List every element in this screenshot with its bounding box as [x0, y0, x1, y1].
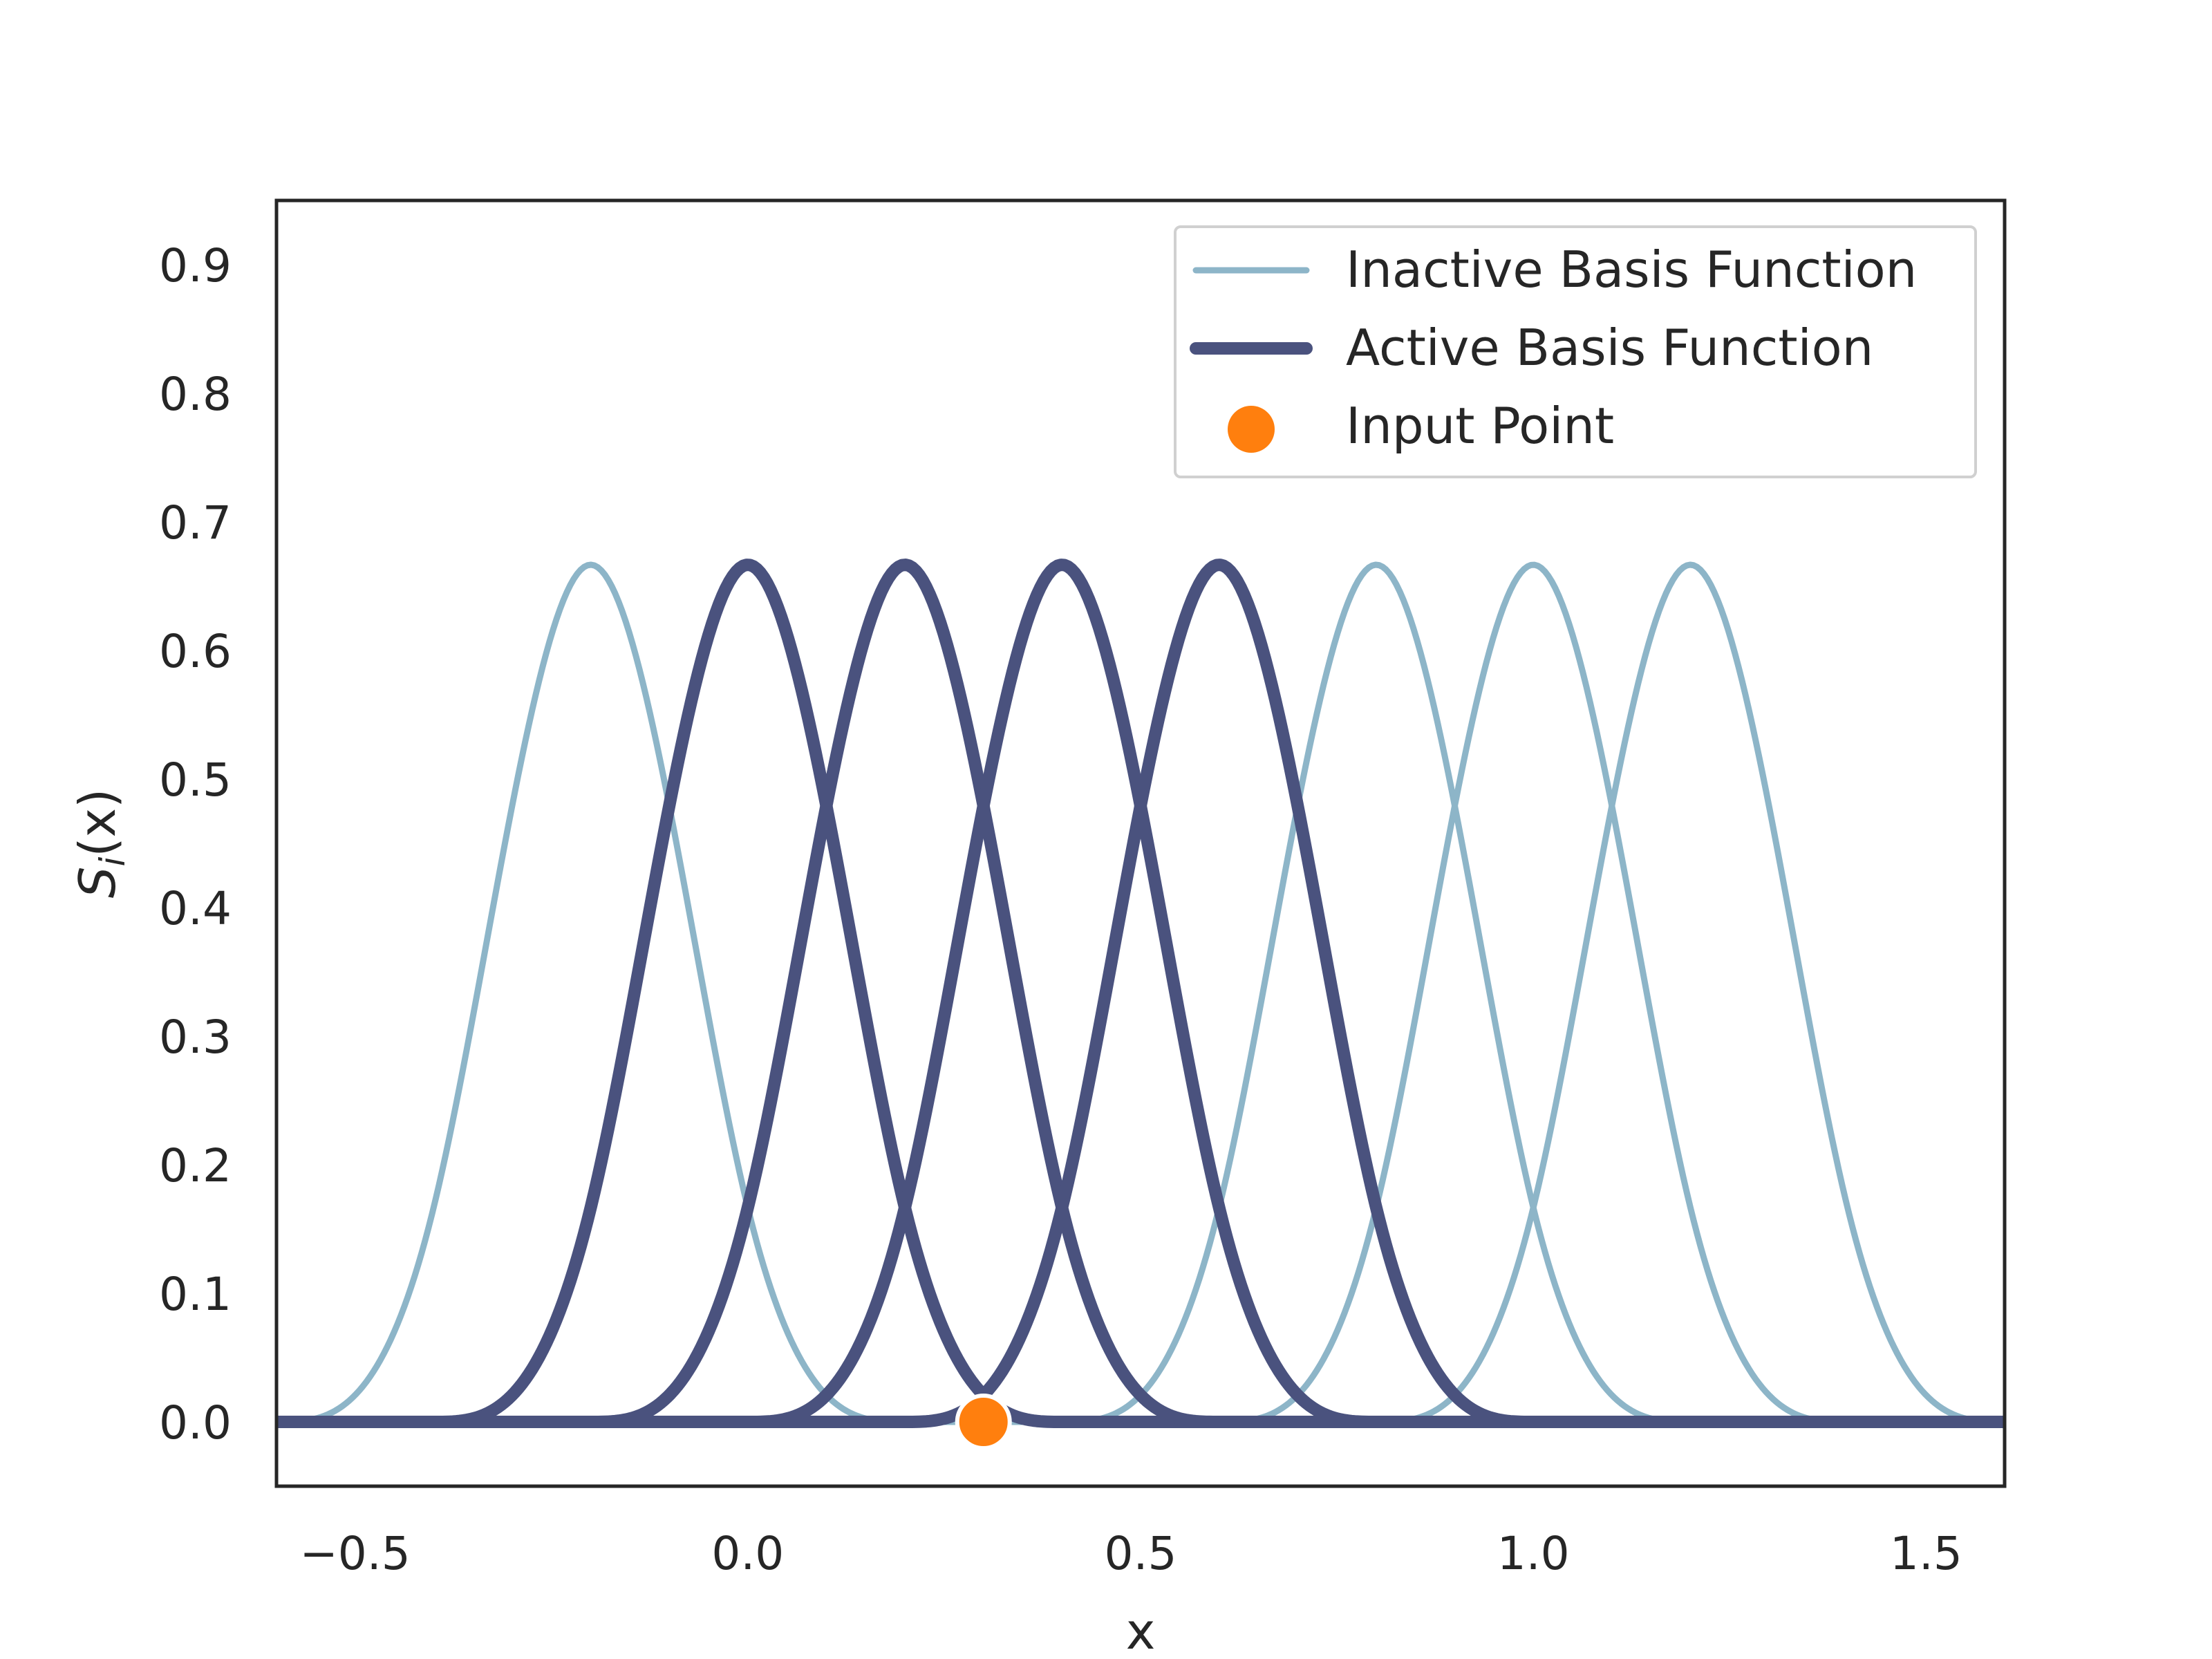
legend-inactive-label: Inactive Basis Function [1346, 241, 1917, 299]
y-axis-label-subscript: i [93, 857, 133, 867]
y-tick-label: 0.4 [159, 882, 232, 935]
x-tick-label: 1.5 [1890, 1527, 1962, 1580]
y-tick-label: 0.0 [159, 1396, 232, 1450]
legend-input-point-marker [1228, 406, 1275, 453]
y-tick-label: 0.9 [159, 239, 232, 292]
legend-box [1174, 225, 1977, 478]
x-tick-label: −0.5 [300, 1527, 411, 1580]
y-tick-label: 0.3 [159, 1011, 232, 1064]
x-tick-label: 1.0 [1497, 1527, 1570, 1580]
legend-input-point-label: Input Point [1346, 397, 1614, 455]
y-tick-label: 0.8 [159, 368, 232, 421]
input-point-marker [955, 1394, 1012, 1450]
series-lines [276, 559, 2005, 1428]
plot-frame [274, 198, 2007, 1488]
x-tick-label: 0.5 [1105, 1527, 1177, 1580]
y-axis-label-base: S [68, 867, 126, 899]
legend-active-label: Active Basis Function [1346, 319, 1873, 377]
x-axis-ticks: −0.5 0.0 0.5 1.0 1.5 [300, 1527, 1962, 1580]
x-tick-label: 0.0 [711, 1527, 784, 1580]
active-basis-curve-5 [276, 559, 2005, 1428]
y-tick-label: 0.5 [159, 753, 232, 807]
y-tick-label: 0.2 [159, 1139, 232, 1192]
y-axis-ticks: 0.0 0.1 0.2 0.3 0.4 0.5 0.6 0.7 0.8 0.9 [159, 239, 232, 1450]
y-tick-label: 0.6 [159, 625, 232, 678]
y-axis-label-argument: (x) [68, 789, 126, 857]
legend: Inactive Basis Function Active Basis Fun… [1174, 225, 1977, 478]
x-axis-label: x [1126, 1602, 1156, 1659]
y-axis-label: Si(x) [68, 789, 133, 898]
input-point-layer [955, 1394, 1012, 1450]
y-tick-label: 0.1 [159, 1268, 232, 1321]
y-tick-label: 0.7 [159, 496, 232, 550]
